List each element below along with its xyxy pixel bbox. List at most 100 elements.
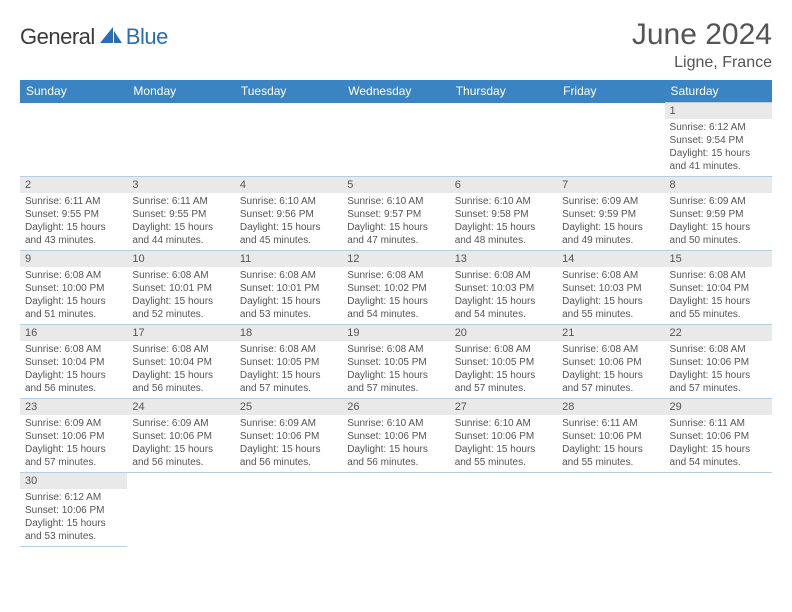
day-number: 12 <box>342 251 449 267</box>
calendar-day-cell: 5Sunrise: 6:10 AMSunset: 9:57 PMDaylight… <box>342 177 449 251</box>
day-data-line: Sunrise: 6:08 AM <box>347 269 444 282</box>
day-data-line: Sunrise: 6:08 AM <box>670 269 767 282</box>
day-data-line: and 56 minutes. <box>132 456 229 469</box>
day-data-line: Sunrise: 6:08 AM <box>562 269 659 282</box>
calendar-day-cell: 19Sunrise: 6:08 AMSunset: 10:05 PMDaylig… <box>342 325 449 399</box>
day-number: 8 <box>665 177 772 193</box>
calendar-day-cell <box>557 103 664 177</box>
day-data: Sunrise: 6:11 AMSunset: 9:55 PMDaylight:… <box>20 193 127 250</box>
day-data-line: and 50 minutes. <box>670 234 767 247</box>
day-data: Sunrise: 6:11 AMSunset: 10:06 PMDaylight… <box>665 415 772 472</box>
day-number: 26 <box>342 399 449 415</box>
day-data-line: and 55 minutes. <box>455 456 552 469</box>
day-data-line: Sunset: 10:03 PM <box>562 282 659 295</box>
day-data-line: Daylight: 15 hours <box>562 443 659 456</box>
day-data-line: Sunrise: 6:08 AM <box>25 343 122 356</box>
day-number: 11 <box>235 251 342 267</box>
day-data-line: Daylight: 15 hours <box>670 443 767 456</box>
day-data-line: and 47 minutes. <box>347 234 444 247</box>
day-number: 13 <box>450 251 557 267</box>
day-data-line: and 57 minutes. <box>347 382 444 395</box>
day-number: 25 <box>235 399 342 415</box>
day-data-line: Sunset: 9:55 PM <box>25 208 122 221</box>
calendar-day-cell: 27Sunrise: 6:10 AMSunset: 10:06 PMDaylig… <box>450 399 557 473</box>
calendar-day-cell: 16Sunrise: 6:08 AMSunset: 10:04 PMDaylig… <box>20 325 127 399</box>
day-number: 6 <box>450 177 557 193</box>
brand-sail-icon <box>100 27 124 50</box>
weekday-header: Wednesday <box>342 80 449 103</box>
location-label: Ligne, France <box>632 54 772 72</box>
calendar-day-cell: 26Sunrise: 6:10 AMSunset: 10:06 PMDaylig… <box>342 399 449 473</box>
calendar-day-cell <box>557 473 664 547</box>
day-data-line: Daylight: 15 hours <box>25 295 122 308</box>
day-number: 19 <box>342 325 449 341</box>
day-data-line: Daylight: 15 hours <box>670 147 767 160</box>
weekday-header: Monday <box>127 80 234 103</box>
day-data: Sunrise: 6:12 AMSunset: 9:54 PMDaylight:… <box>665 119 772 176</box>
day-data-line: Sunrise: 6:08 AM <box>562 343 659 356</box>
day-data-line: and 49 minutes. <box>562 234 659 247</box>
day-data: Sunrise: 6:09 AMSunset: 10:06 PMDaylight… <box>235 415 342 472</box>
day-data-line: and 56 minutes. <box>132 382 229 395</box>
day-data: Sunrise: 6:12 AMSunset: 10:06 PMDaylight… <box>20 489 127 546</box>
day-number: 15 <box>665 251 772 267</box>
weekday-header: Sunday <box>20 80 127 103</box>
day-data-line: Daylight: 15 hours <box>347 221 444 234</box>
day-data-line: Sunset: 10:06 PM <box>562 356 659 369</box>
calendar-day-cell: 9Sunrise: 6:08 AMSunset: 10:00 PMDayligh… <box>20 251 127 325</box>
calendar-day-cell: 12Sunrise: 6:08 AMSunset: 10:02 PMDaylig… <box>342 251 449 325</box>
day-data-line: Sunset: 10:03 PM <box>455 282 552 295</box>
day-data-line: Sunset: 10:01 PM <box>132 282 229 295</box>
day-number: 4 <box>235 177 342 193</box>
day-data-line: Daylight: 15 hours <box>132 295 229 308</box>
calendar-day-cell: 30Sunrise: 6:12 AMSunset: 10:06 PMDaylig… <box>20 473 127 547</box>
day-data-line: and 54 minutes. <box>347 308 444 321</box>
day-data-line: Sunrise: 6:08 AM <box>240 269 337 282</box>
day-data-line: and 48 minutes. <box>455 234 552 247</box>
day-data: Sunrise: 6:08 AMSunset: 10:06 PMDaylight… <box>665 341 772 398</box>
calendar-day-cell <box>127 473 234 547</box>
day-data-line: Sunrise: 6:10 AM <box>240 195 337 208</box>
calendar-day-cell <box>235 473 342 547</box>
day-data-line: Sunrise: 6:11 AM <box>132 195 229 208</box>
day-data: Sunrise: 6:09 AMSunset: 9:59 PMDaylight:… <box>665 193 772 250</box>
day-data: Sunrise: 6:11 AMSunset: 10:06 PMDaylight… <box>557 415 664 472</box>
day-data-line: Sunrise: 6:08 AM <box>132 343 229 356</box>
calendar-day-cell <box>342 103 449 177</box>
day-data-line: Daylight: 15 hours <box>347 443 444 456</box>
calendar-day-cell: 25Sunrise: 6:09 AMSunset: 10:06 PMDaylig… <box>235 399 342 473</box>
calendar-day-cell <box>127 103 234 177</box>
day-data-line: Sunrise: 6:09 AM <box>25 417 122 430</box>
day-data-line: Sunset: 10:05 PM <box>455 356 552 369</box>
day-number: 3 <box>127 177 234 193</box>
day-number: 1 <box>665 103 772 119</box>
day-data-line: Daylight: 15 hours <box>455 295 552 308</box>
day-data-line: Daylight: 15 hours <box>132 443 229 456</box>
day-data-line: Sunrise: 6:12 AM <box>25 491 122 504</box>
weekday-header: Thursday <box>450 80 557 103</box>
calendar-day-cell: 1Sunrise: 6:12 AMSunset: 9:54 PMDaylight… <box>665 103 772 177</box>
day-data-line: Sunset: 9:59 PM <box>562 208 659 221</box>
day-data-line: and 45 minutes. <box>240 234 337 247</box>
day-data-line: Sunset: 10:06 PM <box>25 430 122 443</box>
calendar-day-cell <box>20 103 127 177</box>
day-number: 2 <box>20 177 127 193</box>
page-header: General Blue June 2024 Ligne, France <box>20 18 772 72</box>
day-data-line: and 44 minutes. <box>132 234 229 247</box>
day-data-line: and 52 minutes. <box>132 308 229 321</box>
calendar-page: General Blue June 2024 Ligne, France Sun… <box>0 0 792 565</box>
calendar-day-cell: 24Sunrise: 6:09 AMSunset: 10:06 PMDaylig… <box>127 399 234 473</box>
day-data-line: Sunrise: 6:10 AM <box>455 417 552 430</box>
day-data-line: Daylight: 15 hours <box>670 369 767 382</box>
day-data-line: Daylight: 15 hours <box>562 295 659 308</box>
day-data-line: Sunrise: 6:12 AM <box>670 121 767 134</box>
calendar-day-cell: 6Sunrise: 6:10 AMSunset: 9:58 PMDaylight… <box>450 177 557 251</box>
day-data-line: Sunset: 10:06 PM <box>670 356 767 369</box>
day-data: Sunrise: 6:08 AMSunset: 10:04 PMDaylight… <box>127 341 234 398</box>
day-data-line: Sunset: 10:06 PM <box>347 430 444 443</box>
day-data-line: Daylight: 15 hours <box>670 295 767 308</box>
day-data-line: Sunset: 10:00 PM <box>25 282 122 295</box>
calendar-day-cell: 17Sunrise: 6:08 AMSunset: 10:04 PMDaylig… <box>127 325 234 399</box>
calendar-body: 1Sunrise: 6:12 AMSunset: 9:54 PMDaylight… <box>20 103 772 547</box>
day-data: Sunrise: 6:08 AMSunset: 10:02 PMDaylight… <box>342 267 449 324</box>
